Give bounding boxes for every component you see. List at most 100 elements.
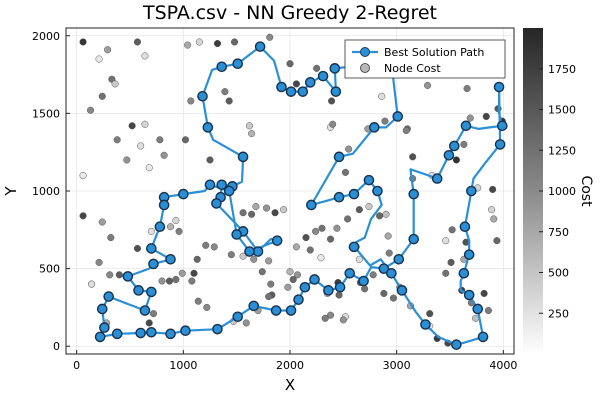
path-node-marker bbox=[244, 246, 255, 257]
node-point bbox=[489, 185, 497, 193]
node-point bbox=[141, 120, 149, 128]
node-point bbox=[145, 319, 153, 327]
path-node-marker bbox=[496, 120, 508, 132]
path-node-marker bbox=[248, 300, 260, 312]
path-node-marker bbox=[477, 331, 489, 343]
node-point bbox=[98, 92, 106, 100]
colorbar-tick-label: 250 bbox=[548, 307, 569, 320]
node-point bbox=[289, 275, 297, 284]
node-point bbox=[402, 126, 410, 135]
path-node-marker bbox=[396, 285, 408, 296]
node-point bbox=[292, 80, 300, 88]
node-point bbox=[313, 64, 321, 72]
node-point bbox=[123, 156, 131, 164]
colorbar-tick-label: 500 bbox=[548, 267, 569, 280]
path-node-marker bbox=[154, 221, 166, 233]
node-point bbox=[79, 38, 87, 46]
node-point bbox=[302, 234, 310, 242]
node-point bbox=[239, 209, 247, 217]
node-point bbox=[193, 255, 201, 263]
node-point bbox=[424, 81, 432, 89]
node-point bbox=[280, 206, 288, 214]
node-point bbox=[242, 319, 250, 327]
path-node-marker bbox=[96, 303, 108, 315]
node-point bbox=[245, 122, 254, 130]
y-axis-label: Y bbox=[2, 186, 20, 197]
legend-box bbox=[344, 39, 506, 79]
node-point bbox=[341, 168, 350, 176]
node-point bbox=[187, 97, 195, 105]
node-point bbox=[165, 277, 174, 285]
path-node-marker bbox=[420, 319, 431, 330]
node-point bbox=[448, 226, 456, 234]
path-node-marker bbox=[103, 291, 114, 302]
node-point bbox=[258, 268, 266, 276]
colorbar-label: Cost bbox=[578, 175, 594, 207]
path-node-marker bbox=[99, 322, 110, 333]
path-node-marker bbox=[211, 198, 222, 209]
node-point bbox=[225, 97, 233, 105]
path-node-marker bbox=[466, 185, 477, 197]
path-node-marker bbox=[180, 325, 191, 337]
path-node-marker bbox=[309, 274, 320, 285]
node-point bbox=[95, 55, 103, 63]
path-node-marker bbox=[178, 188, 189, 200]
node-point bbox=[293, 271, 302, 279]
node-point bbox=[333, 224, 341, 232]
node-point bbox=[227, 251, 235, 259]
path-node-marker bbox=[358, 275, 369, 287]
path-node-marker bbox=[494, 139, 506, 150]
path-node-marker bbox=[139, 305, 151, 316]
colorbar-tick-label: 1000 bbox=[548, 185, 576, 198]
node-point bbox=[385, 249, 393, 257]
node-point bbox=[221, 88, 229, 96]
x-tick-label: 4000 bbox=[489, 359, 517, 372]
legend-path-swatch-marker bbox=[360, 47, 370, 57]
node-point bbox=[329, 120, 337, 128]
legend: Best Solution Path Node Cost bbox=[344, 39, 506, 79]
x-tick-label: 2000 bbox=[276, 359, 304, 372]
path-node-marker bbox=[472, 303, 484, 315]
node-point bbox=[321, 314, 329, 322]
path-node-marker bbox=[232, 311, 244, 323]
path-node-marker bbox=[297, 86, 309, 97]
path-node-marker bbox=[348, 188, 360, 200]
node-point bbox=[248, 130, 256, 138]
path-node-marker bbox=[378, 263, 390, 274]
path-node-marker bbox=[493, 81, 505, 93]
node-point bbox=[355, 206, 363, 214]
node-point bbox=[88, 280, 96, 288]
path-node-marker bbox=[348, 241, 360, 253]
colorbar-tick-label: 1750 bbox=[548, 63, 576, 76]
legend-path-label: Best Solution Path bbox=[384, 46, 484, 59]
path-node-marker bbox=[122, 271, 134, 282]
path-node-marker bbox=[146, 243, 157, 254]
path-node-marker bbox=[285, 305, 297, 316]
node-point bbox=[188, 277, 196, 285]
path-node-marker bbox=[133, 285, 144, 296]
node-point bbox=[104, 46, 112, 54]
node-point bbox=[98, 218, 106, 226]
x-axis-label: X bbox=[285, 376, 295, 394]
node-point bbox=[175, 227, 183, 235]
path-node-marker bbox=[94, 331, 106, 343]
path-node-marker bbox=[232, 58, 244, 70]
node-point bbox=[369, 271, 377, 279]
colorbar-tick-label: 1500 bbox=[548, 104, 576, 117]
node-point bbox=[482, 112, 490, 121]
path-node-marker bbox=[146, 286, 157, 298]
path-node-marker bbox=[252, 246, 264, 257]
node-point bbox=[202, 241, 210, 249]
node-point bbox=[213, 39, 222, 48]
path-node-marker bbox=[270, 305, 282, 316]
path-node-marker bbox=[463, 289, 475, 301]
path-node-marker bbox=[216, 179, 228, 191]
node-point bbox=[203, 303, 211, 311]
path-node-marker bbox=[254, 41, 266, 52]
path-node-marker bbox=[363, 174, 375, 186]
node-layer bbox=[79, 33, 506, 347]
node-point bbox=[378, 92, 386, 100]
path-node-marker bbox=[372, 185, 383, 197]
node-point bbox=[355, 255, 363, 263]
